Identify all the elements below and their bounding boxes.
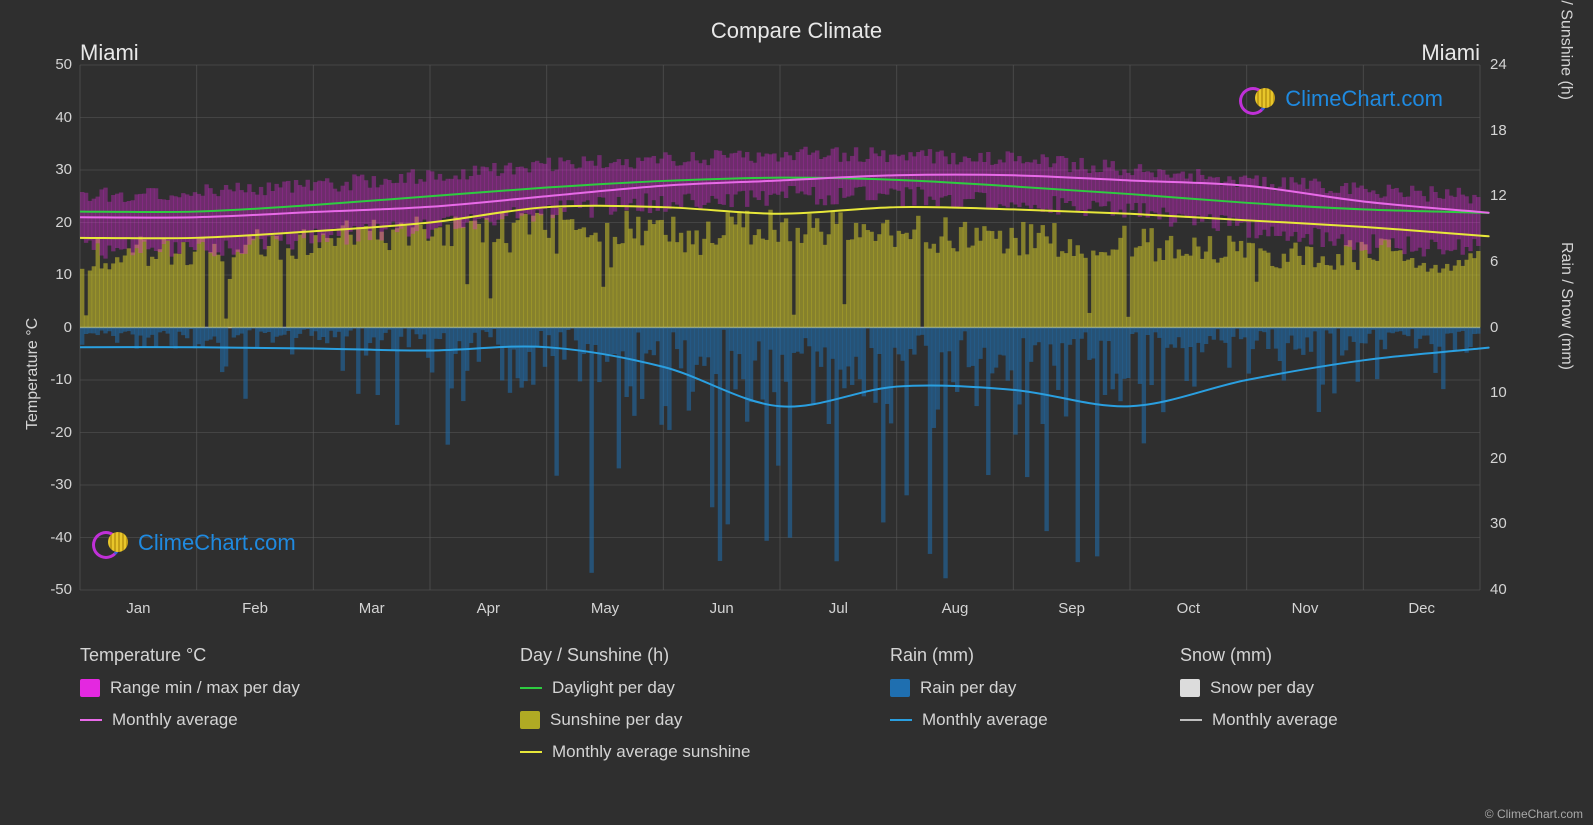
- legend-label: Monthly average: [112, 710, 238, 730]
- legend-label: Monthly average: [922, 710, 1048, 730]
- legend-item: Range min / max per day: [80, 678, 300, 698]
- copyright-text: © ClimeChart.com: [1485, 807, 1583, 821]
- legend-header: Rain (mm): [890, 645, 1048, 666]
- legend-line-icon: [80, 719, 102, 721]
- tick-label: 30: [1490, 515, 1507, 532]
- legend-column: Temperature °C Range min / max per day Mon…: [80, 645, 300, 730]
- tick-label: 50: [55, 56, 72, 73]
- legend-line-icon: [1180, 719, 1202, 721]
- legend-label: Monthly average sunshine: [552, 742, 750, 762]
- legend-item: Snow per day: [1180, 678, 1338, 698]
- climate-chart: [0, 0, 1593, 640]
- tick-label: Jun: [710, 600, 734, 617]
- legend-header: Snow (mm): [1180, 645, 1338, 666]
- tick-label: 24: [1490, 56, 1507, 73]
- axis-title-daylight: Day / Sunshine (h): [1557, 0, 1575, 100]
- legend-column: Snow (mm) Snow per day Monthly average: [1180, 645, 1338, 730]
- tick-label: 12: [1490, 187, 1507, 204]
- legend-swatch: [80, 679, 100, 697]
- legend-column: Day / Sunshine (h) Daylight per day Sunshi…: [520, 645, 750, 762]
- tick-label: 6: [1490, 253, 1498, 270]
- legend-item: Monthly average: [1180, 710, 1338, 730]
- axis-title-temperature: Temperature °C: [24, 318, 42, 430]
- legend-label: Monthly average: [1212, 710, 1338, 730]
- legend-header: Day / Sunshine (h): [520, 645, 750, 666]
- legend-label: Snow per day: [1210, 678, 1314, 698]
- legend-item: Monthly average: [890, 710, 1048, 730]
- tick-label: -10: [50, 371, 72, 388]
- legend-header: Temperature °C: [80, 645, 300, 666]
- chart-legend: Temperature °C Range min / max per day Mon…: [80, 645, 1553, 815]
- tick-label: 40: [1490, 581, 1507, 598]
- tick-label: -50: [50, 581, 72, 598]
- tick-label: Oct: [1177, 600, 1200, 617]
- tick-label: Aug: [942, 600, 969, 617]
- tick-label: 10: [1490, 384, 1507, 401]
- legend-column: Rain (mm) Rain per day Monthly average: [890, 645, 1048, 730]
- legend-label: Rain per day: [920, 678, 1016, 698]
- tick-label: Sep: [1058, 600, 1085, 617]
- tick-label: Dec: [1408, 600, 1435, 617]
- tick-label: 30: [55, 161, 72, 178]
- tick-label: 0: [1490, 319, 1498, 336]
- tick-label: 18: [1490, 122, 1507, 139]
- tick-label: -20: [50, 424, 72, 441]
- legend-line-icon: [520, 751, 542, 753]
- tick-label: 0: [64, 319, 72, 336]
- tick-label: May: [591, 600, 619, 617]
- legend-swatch: [1180, 679, 1200, 697]
- tick-label: -40: [50, 529, 72, 546]
- legend-swatch: [520, 711, 540, 729]
- legend-item: Monthly average: [80, 710, 300, 730]
- legend-label: Sunshine per day: [550, 710, 682, 730]
- tick-label: Feb: [242, 600, 268, 617]
- tick-label: 20: [55, 214, 72, 231]
- legend-item: Daylight per day: [520, 678, 750, 698]
- axis-title-rain: Rain / Snow (mm): [1557, 242, 1575, 370]
- tick-label: Apr: [477, 600, 500, 617]
- tick-label: Jul: [829, 600, 848, 617]
- legend-item: Sunshine per day: [520, 710, 750, 730]
- tick-label: Jan: [126, 600, 150, 617]
- tick-label: 40: [55, 109, 72, 126]
- legend-label: Daylight per day: [552, 678, 675, 698]
- tick-label: Nov: [1292, 600, 1319, 617]
- legend-label: Range min / max per day: [110, 678, 300, 698]
- tick-label: -30: [50, 476, 72, 493]
- legend-swatch: [890, 679, 910, 697]
- legend-item: Rain per day: [890, 678, 1048, 698]
- tick-label: 20: [1490, 450, 1507, 467]
- legend-line-icon: [520, 687, 542, 689]
- legend-item: Monthly average sunshine: [520, 742, 750, 762]
- tick-label: 10: [55, 266, 72, 283]
- tick-label: Mar: [359, 600, 385, 617]
- legend-line-icon: [890, 719, 912, 721]
